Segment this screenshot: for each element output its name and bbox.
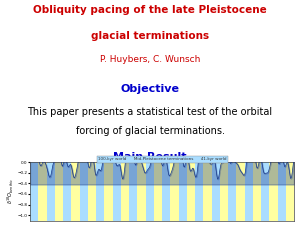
- Text: Main Result: Main Result: [113, 152, 187, 162]
- Bar: [137, 162, 146, 220]
- Bar: [253, 162, 261, 220]
- Bar: [121, 162, 129, 220]
- Bar: [244, 162, 253, 220]
- Bar: [236, 162, 244, 220]
- Text: This paper presents a statistical test of the orbital: This paper presents a statistical test o…: [27, 107, 273, 117]
- Bar: [278, 162, 286, 220]
- Bar: [112, 162, 121, 220]
- Bar: [170, 162, 178, 220]
- Bar: [30, 162, 38, 220]
- Bar: [38, 162, 46, 220]
- Bar: [178, 162, 187, 220]
- Bar: [129, 162, 137, 220]
- Bar: [146, 162, 154, 220]
- Y-axis label: $\delta^{18}O_{benthic}$: $\delta^{18}O_{benthic}$: [6, 178, 16, 205]
- Bar: [55, 162, 63, 220]
- Bar: [261, 162, 269, 220]
- Bar: [80, 162, 88, 220]
- Bar: [228, 162, 236, 220]
- Bar: [154, 162, 162, 220]
- Text: 100-kyr world      Mid-Pleistocene terminations      41-kyr world: 100-kyr world Mid-Pleistocene terminatio…: [98, 158, 226, 161]
- Bar: [195, 162, 203, 220]
- Text: Obliquity pacing of the late Pleistocene: Obliquity pacing of the late Pleistocene: [33, 5, 267, 15]
- Bar: [187, 162, 195, 220]
- Bar: [46, 162, 55, 220]
- Bar: [212, 162, 220, 220]
- Text: Objective: Objective: [121, 84, 179, 94]
- Bar: [269, 162, 278, 220]
- Text: forcing of glacial terminations.: forcing of glacial terminations.: [76, 126, 224, 136]
- Bar: [203, 162, 211, 220]
- Bar: [88, 162, 96, 220]
- Bar: [294, 162, 300, 220]
- Text: P. Huybers, C. Wunsch: P. Huybers, C. Wunsch: [100, 55, 200, 64]
- Bar: [286, 162, 294, 220]
- Bar: [63, 162, 71, 220]
- Bar: [162, 162, 170, 220]
- Text: glacial terminations: glacial terminations: [91, 31, 209, 41]
- Text: Glacial periods terminated every two or third: Glacial periods terminated every two or …: [40, 175, 260, 185]
- Bar: [220, 162, 228, 220]
- Bar: [96, 162, 104, 220]
- Bar: [104, 162, 112, 220]
- Bar: [71, 162, 80, 220]
- Text: obliquity cycle at times of high obliquity.: obliquity cycle at times of high obliqui…: [51, 194, 249, 204]
